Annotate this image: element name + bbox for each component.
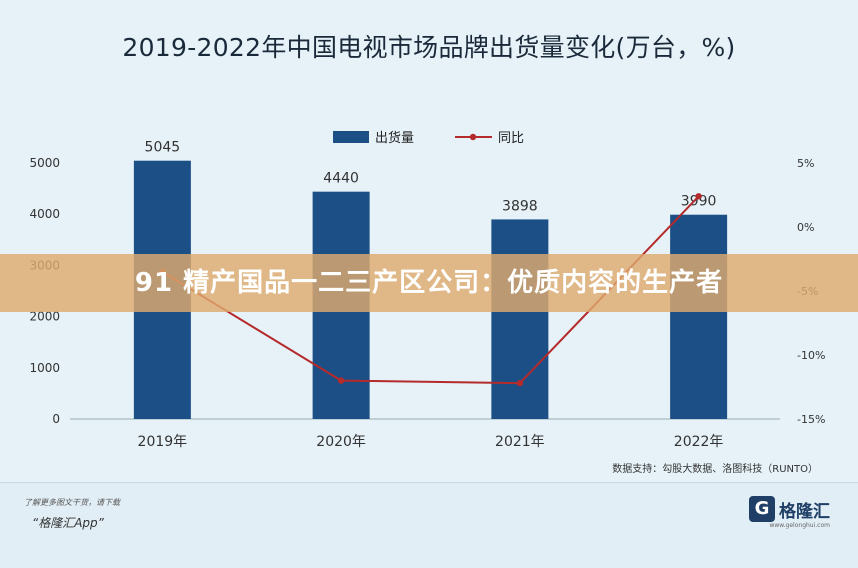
y-right-tick-label: 0% bbox=[797, 221, 814, 234]
brand-name: 格隆汇 bbox=[779, 501, 830, 522]
legend-label: 同比 bbox=[498, 131, 524, 146]
legend-label: 出货量 bbox=[375, 130, 414, 146]
line-point bbox=[516, 379, 524, 387]
line-point bbox=[337, 377, 345, 384]
y-left-tick-label: 1000 bbox=[29, 361, 60, 375]
data-source: 数据支持：勾股大数据、洛图科技（RUNTO） bbox=[612, 464, 818, 475]
overlay-banner[interactable]: 91 精产国品一二三产区公司：优质内容的生产者 bbox=[0, 254, 858, 312]
brand-url: www.gelonghui.com bbox=[769, 522, 830, 529]
x-tick-label: 2020年 bbox=[316, 434, 366, 450]
bar-value-label: 5045 bbox=[145, 140, 181, 156]
app-name[interactable]: “格隆汇App” bbox=[32, 516, 104, 530]
legend-swatch-marker bbox=[469, 133, 477, 141]
brand-logo-icon: G bbox=[749, 496, 775, 522]
line-point bbox=[695, 193, 702, 200]
legend-swatch-bar bbox=[333, 131, 369, 143]
footer: 了解更多图文干货，请下载 “格隆汇App” G 格隆汇 www.gelonghu… bbox=[0, 482, 858, 568]
y-right-tick-label: -15% bbox=[797, 413, 825, 426]
chart-canvas: 0100020003000400050005%0%-5%-10%-15%5045… bbox=[29, 130, 825, 450]
y-left-tick-label: 4000 bbox=[29, 207, 60, 221]
bar bbox=[491, 219, 549, 419]
download-hint: 了解更多图文干货，请下载 bbox=[24, 498, 120, 507]
y-left-tick-label: 5000 bbox=[29, 156, 60, 170]
x-tick-label: 2019年 bbox=[138, 434, 188, 450]
banner-text[interactable]: 91 精产国品一二三产区公司：优质内容的生产者 bbox=[134, 268, 724, 298]
x-tick-label: 2021年 bbox=[495, 434, 545, 450]
chart-title: 2019-2022年中国电视市场品牌出货量变化(万台，%) bbox=[122, 33, 736, 62]
x-tick-label: 2022年 bbox=[674, 434, 724, 450]
y-right-tick-label: -10% bbox=[797, 349, 825, 362]
brand[interactable]: G 格隆汇 www.gelonghui.com bbox=[749, 496, 830, 529]
bar-value-label: 3898 bbox=[502, 198, 538, 214]
bar-value-label: 4440 bbox=[323, 171, 359, 187]
chart-card: 2019-2022年中国电视市场品牌出货量变化(万台，%) 0 1000 2000 3… bbox=[29, 33, 826, 475]
bar bbox=[670, 214, 728, 419]
y-left-tick-label: 0 bbox=[52, 412, 60, 426]
y-left-tick-label: 2000 bbox=[29, 310, 60, 324]
y-right-tick-label: 5% bbox=[797, 157, 814, 170]
